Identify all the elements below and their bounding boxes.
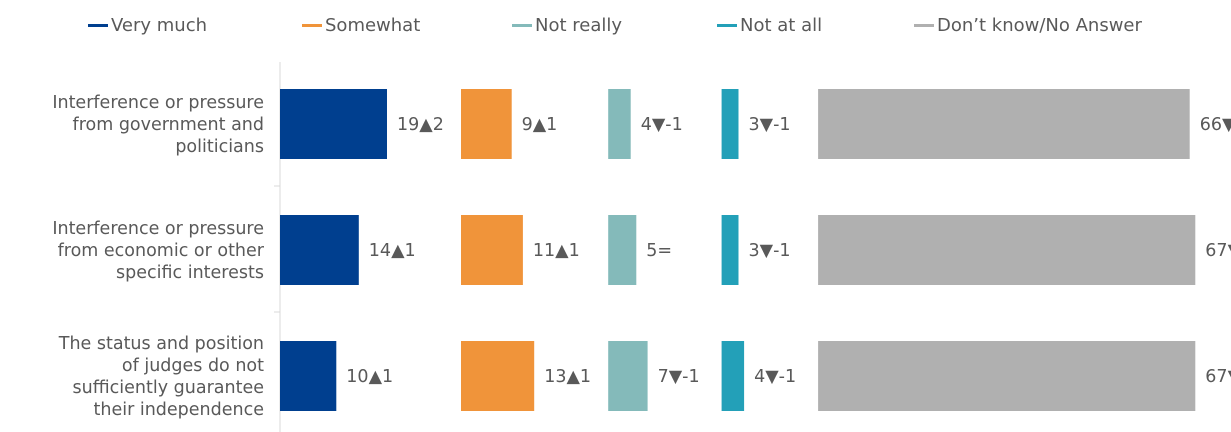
chart-legend: Very much Somewhat Not really Not at all Don…	[0, 12, 1231, 38]
category-label: Interference or pressure from economic or…	[52, 219, 264, 283]
bar	[721, 215, 739, 285]
legend-swatch	[717, 23, 737, 27]
legend-swatch	[512, 23, 532, 27]
legend-swatch	[88, 23, 108, 27]
legend-label: Very much	[111, 14, 208, 36]
bar	[608, 89, 631, 159]
data-label: 14▲1	[369, 241, 416, 261]
legend-item: Very much	[88, 12, 207, 38]
bar	[608, 215, 637, 285]
legend-swatch	[302, 23, 322, 27]
bar	[280, 215, 359, 285]
data-label: 11▲1	[533, 241, 580, 261]
bar	[280, 341, 337, 411]
category-label: Interference or pressure from government …	[52, 93, 264, 157]
data-label: 4▼-1	[641, 115, 683, 135]
data-label: 13▲1	[544, 367, 591, 387]
legend-item: Don’t know/No Answer	[914, 12, 1142, 38]
bar	[818, 215, 1196, 285]
data-label: 19▲2	[397, 115, 444, 135]
data-label: 10▲1	[346, 367, 393, 387]
data-label: 67▼-1	[1205, 367, 1231, 387]
data-label: 9▲1	[522, 115, 558, 135]
data-label: 7▼-1	[658, 367, 700, 387]
legend-label: Somewhat	[325, 14, 421, 36]
data-label: 4▼-1	[754, 367, 796, 387]
category-label: The status and position of judges do not s…	[58, 334, 264, 420]
bar	[818, 341, 1196, 411]
data-label: 3▼-1	[749, 115, 791, 135]
legend-item: Not at all	[717, 12, 822, 38]
bar	[461, 89, 512, 159]
data-label: 67▼-1	[1205, 241, 1231, 261]
legend-item: Somewhat	[302, 12, 420, 38]
legend-item: Not really	[512, 12, 622, 38]
bar	[721, 89, 739, 159]
legend-label: Don’t know/No Answer	[937, 14, 1142, 36]
bar	[608, 341, 648, 411]
legend-label: Not really	[535, 14, 623, 36]
data-label: 5=	[646, 241, 672, 261]
legend-swatch	[914, 23, 934, 27]
bar	[721, 341, 745, 411]
bar	[461, 215, 523, 285]
bar	[818, 89, 1190, 159]
data-label: 66▼-1	[1200, 115, 1231, 135]
legend-label: Not at all	[740, 14, 823, 36]
bar	[461, 341, 535, 411]
bar	[280, 89, 387, 159]
data-label: 3▼-1	[749, 241, 791, 261]
